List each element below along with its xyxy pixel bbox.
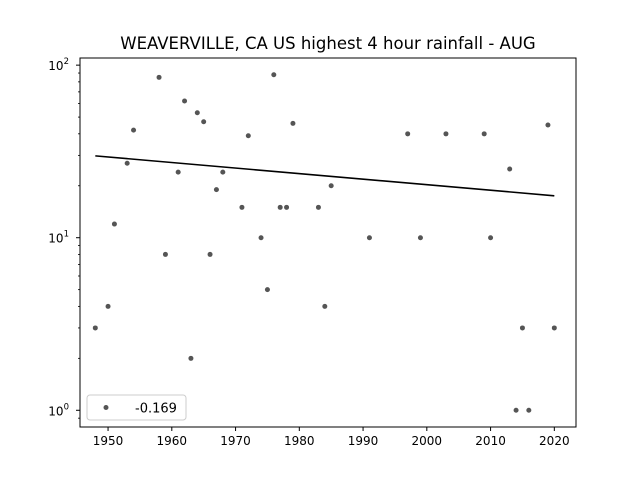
data-point: [271, 72, 277, 78]
data-point: [239, 204, 245, 210]
plot-area: [79, 57, 577, 428]
data-point: [213, 187, 219, 193]
data-point: [175, 169, 181, 175]
data-point: [545, 122, 551, 128]
data-point: [207, 251, 213, 257]
data-point: [162, 251, 168, 257]
legend-marker: [103, 405, 109, 410]
y-tick-label: 101: [48, 230, 69, 246]
data-point: [92, 325, 98, 331]
x-tick-label: 2020: [539, 434, 570, 448]
x-tick-label: 2000: [412, 434, 443, 448]
data-point: [105, 303, 111, 309]
y-tick-label: 102: [48, 57, 69, 73]
x-tick-label: 2010: [475, 434, 506, 448]
legend: -0.169: [86, 394, 187, 421]
data-point: [220, 169, 226, 175]
x-tick-label: 1950: [93, 434, 124, 448]
data-point: [513, 407, 519, 413]
data-point: [481, 131, 487, 137]
data-point: [131, 127, 137, 133]
data-point: [526, 407, 532, 413]
data-point: [156, 74, 162, 80]
data-point: [111, 221, 117, 227]
data-point: [507, 166, 513, 172]
x-tick-label: 1980: [284, 434, 315, 448]
data-point: [245, 133, 251, 139]
data-point: [488, 235, 494, 241]
data-point: [124, 160, 130, 166]
data-point: [258, 235, 264, 241]
data-point: [405, 131, 411, 137]
chart-title: WEAVERVILLE, CA US highest 4 hour rainfa…: [120, 34, 535, 53]
x-tick-label: 1960: [157, 434, 188, 448]
trend-line: [95, 155, 555, 197]
data-point: [284, 204, 290, 210]
data-points: [92, 72, 557, 413]
y-axis-ticks: 100 101 102: [48, 57, 80, 419]
data-point: [551, 325, 557, 331]
data-point: [264, 287, 270, 293]
data-point: [315, 204, 321, 210]
data-point: [188, 355, 194, 361]
y-tick-label: 100: [48, 402, 69, 418]
x-tick-label: 1990: [348, 434, 379, 448]
data-point: [443, 131, 449, 137]
legend-box: [86, 394, 187, 421]
data-point: [277, 204, 283, 210]
data-point: [290, 120, 296, 126]
data-point: [417, 235, 423, 241]
data-point: [322, 303, 328, 309]
data-point: [328, 183, 334, 189]
x-axis-ticks: 1950 1960 1970 1980 1990 2000 2010 2020: [93, 427, 570, 448]
legend-label: -0.169: [135, 402, 177, 417]
data-point: [182, 98, 188, 104]
data-point: [201, 119, 207, 125]
data-point: [366, 235, 372, 241]
data-point: [194, 110, 200, 116]
x-tick-label: 1970: [220, 434, 251, 448]
data-point: [519, 325, 525, 331]
